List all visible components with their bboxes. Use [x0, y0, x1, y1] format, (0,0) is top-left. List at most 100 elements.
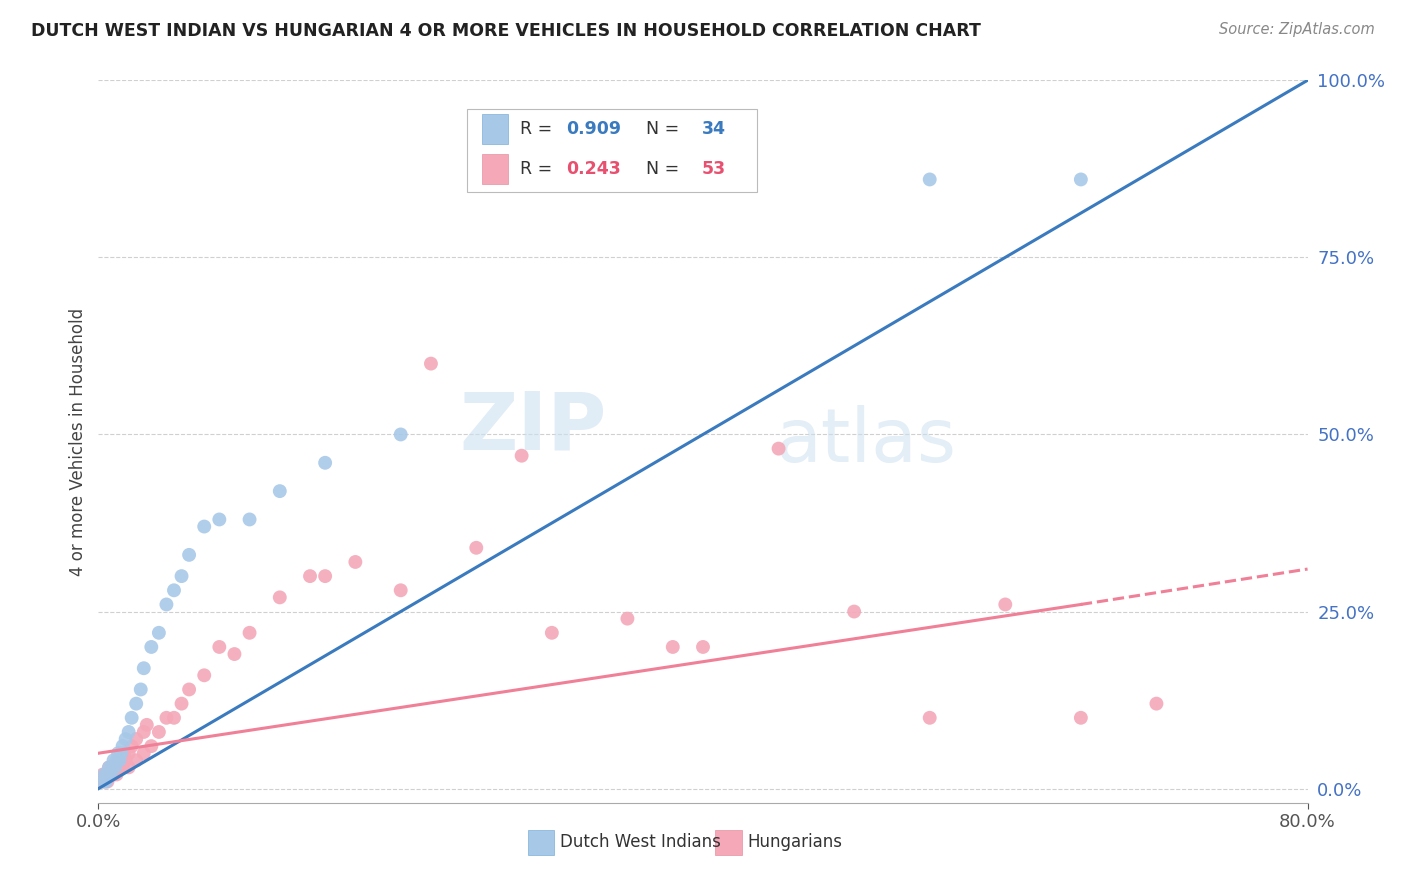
- Text: 53: 53: [702, 160, 725, 178]
- Point: [269, 484, 291, 499]
- Point: [314, 456, 336, 470]
- Point: [239, 512, 262, 526]
- Point: [125, 697, 148, 711]
- Text: 0.243: 0.243: [567, 160, 621, 178]
- Point: [104, 760, 127, 774]
- FancyBboxPatch shape: [527, 830, 554, 855]
- Text: R =: R =: [520, 160, 558, 178]
- Point: [389, 427, 412, 442]
- Point: [269, 591, 291, 605]
- Point: [91, 774, 114, 789]
- Text: DUTCH WEST INDIAN VS HUNGARIAN 4 OR MORE VEHICLES IN HOUSEHOLD CORRELATION CHART: DUTCH WEST INDIAN VS HUNGARIAN 4 OR MORE…: [31, 22, 981, 40]
- Point: [141, 640, 163, 654]
- Point: [132, 725, 155, 739]
- Point: [148, 725, 170, 739]
- Point: [193, 519, 215, 533]
- Point: [100, 767, 122, 781]
- Point: [91, 767, 114, 781]
- Point: [111, 760, 134, 774]
- Point: [208, 512, 231, 526]
- Point: [105, 753, 128, 767]
- Point: [103, 767, 125, 781]
- Text: Source: ZipAtlas.com: Source: ZipAtlas.com: [1219, 22, 1375, 37]
- Point: [420, 357, 443, 371]
- Point: [129, 682, 152, 697]
- Point: [148, 625, 170, 640]
- Point: [101, 760, 124, 774]
- Point: [768, 442, 790, 456]
- Point: [100, 767, 122, 781]
- Point: [93, 767, 115, 781]
- Point: [314, 569, 336, 583]
- Point: [540, 625, 562, 640]
- Point: [98, 760, 121, 774]
- Point: [692, 640, 714, 654]
- Point: [118, 760, 141, 774]
- Point: [170, 697, 193, 711]
- Point: [239, 625, 262, 640]
- Point: [661, 640, 683, 654]
- Point: [141, 739, 163, 753]
- Text: R =: R =: [520, 120, 558, 138]
- Point: [616, 612, 638, 626]
- Point: [118, 746, 141, 760]
- Point: [96, 774, 118, 789]
- Point: [135, 718, 157, 732]
- Point: [163, 711, 186, 725]
- Point: [344, 555, 367, 569]
- Point: [510, 449, 533, 463]
- Point: [105, 767, 128, 781]
- Text: Dutch West Indians: Dutch West Indians: [561, 833, 721, 851]
- Point: [98, 760, 121, 774]
- Point: [114, 753, 136, 767]
- Text: N =: N =: [636, 160, 685, 178]
- Point: [132, 661, 155, 675]
- Point: [112, 746, 135, 760]
- Point: [1070, 172, 1092, 186]
- Point: [110, 753, 132, 767]
- Point: [121, 711, 143, 725]
- Point: [132, 746, 155, 760]
- Point: [465, 541, 488, 555]
- FancyBboxPatch shape: [482, 153, 509, 184]
- Y-axis label: 4 or more Vehicles in Household: 4 or more Vehicles in Household: [69, 308, 87, 575]
- Point: [125, 753, 148, 767]
- Point: [114, 732, 136, 747]
- Point: [104, 760, 127, 774]
- Point: [193, 668, 215, 682]
- Point: [170, 569, 193, 583]
- Point: [94, 774, 117, 789]
- Point: [179, 682, 201, 697]
- Text: N =: N =: [636, 120, 685, 138]
- Point: [1070, 711, 1092, 725]
- Point: [994, 598, 1017, 612]
- Point: [299, 569, 322, 583]
- FancyBboxPatch shape: [467, 109, 758, 193]
- FancyBboxPatch shape: [482, 114, 509, 145]
- Point: [155, 598, 177, 612]
- FancyBboxPatch shape: [716, 830, 742, 855]
- Text: ZIP: ZIP: [458, 388, 606, 467]
- Text: atlas: atlas: [776, 405, 956, 478]
- Point: [163, 583, 186, 598]
- Point: [224, 647, 246, 661]
- Point: [918, 172, 941, 186]
- Point: [90, 774, 112, 789]
- Point: [108, 760, 131, 774]
- Point: [111, 739, 134, 753]
- Text: Hungarians: Hungarians: [748, 833, 842, 851]
- Point: [844, 605, 866, 619]
- Point: [389, 583, 412, 598]
- Text: 0.909: 0.909: [567, 120, 621, 138]
- Point: [93, 774, 115, 789]
- Point: [107, 753, 129, 767]
- Point: [125, 732, 148, 747]
- Point: [118, 725, 141, 739]
- Point: [103, 753, 125, 767]
- Text: 34: 34: [702, 120, 725, 138]
- Point: [208, 640, 231, 654]
- Point: [108, 753, 131, 767]
- Point: [96, 767, 118, 781]
- Point: [1146, 697, 1168, 711]
- Point: [121, 739, 143, 753]
